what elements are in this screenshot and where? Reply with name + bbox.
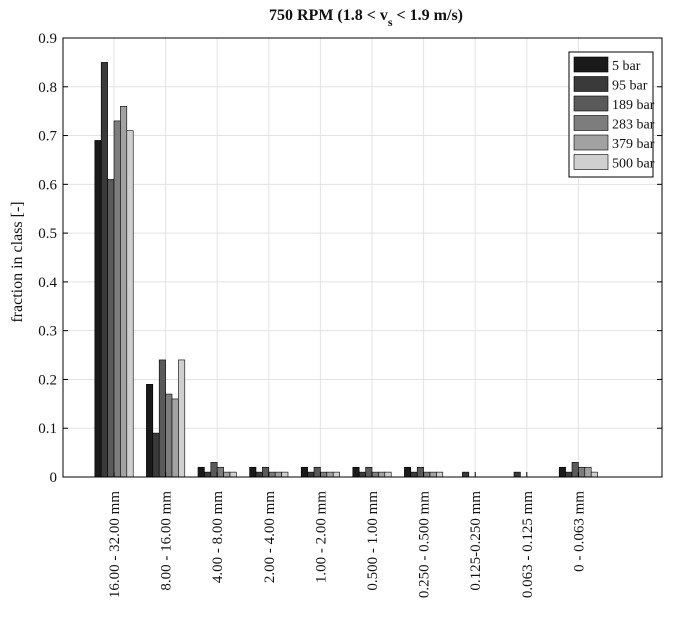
bar xyxy=(584,466,592,478)
y-tick-label: 0.6 xyxy=(38,177,57,193)
x-tick-label: 8.00 - 16.00 mm xyxy=(159,491,175,591)
legend: 5 bar 95 bar 189 bar 283 bar 379 bar 500 bar xyxy=(568,51,655,178)
bar xyxy=(320,471,328,478)
bar xyxy=(416,466,424,478)
bar xyxy=(210,462,218,478)
bar xyxy=(332,471,340,478)
bar xyxy=(178,359,186,478)
bar xyxy=(100,62,108,478)
bar xyxy=(113,120,121,478)
y-tick-label: 0.1 xyxy=(38,421,57,437)
y-tick-label: 0.4 xyxy=(38,275,57,291)
legend-label: 95 bar xyxy=(612,79,648,94)
y-tick-label: 0.5 xyxy=(38,226,57,242)
legend-swatch xyxy=(573,115,609,131)
bar xyxy=(513,471,521,478)
x-tick-label: 0 - 0.063 mm xyxy=(571,491,587,572)
legend-label: 283 bar xyxy=(612,118,655,133)
chart-title-subscript: s xyxy=(388,15,393,29)
x-tick-label: 0.500 - 1.00 mm xyxy=(365,491,381,591)
bar xyxy=(262,466,270,478)
bar xyxy=(384,471,392,478)
x-tick-label: 2.00 - 4.00 mm xyxy=(262,491,278,583)
legend-swatch xyxy=(573,95,609,112)
bar xyxy=(410,471,418,478)
axes-frame xyxy=(62,37,663,478)
bar xyxy=(578,466,586,478)
bar xyxy=(571,462,579,478)
bar xyxy=(94,140,102,478)
y-tick-label: 0.9 xyxy=(38,31,57,47)
bars-group xyxy=(94,62,598,478)
bar xyxy=(565,471,573,478)
plot-frame xyxy=(62,37,663,478)
y-tick-labels: 0 0.1 0.2 0.3 0.4 0.5 0.6 0.7 0.8 0.9 xyxy=(38,31,662,486)
bar xyxy=(249,466,257,478)
legend-label: 379 bar xyxy=(612,137,655,152)
x-tick-labels: 16.00 - 32.00 mm 8.00 - 16.00 mm 4.00 - 8.… xyxy=(107,472,587,598)
bar xyxy=(404,466,412,478)
bar xyxy=(462,471,470,478)
chart-title-tail: < 1.9 m/s) xyxy=(393,7,463,24)
bar xyxy=(158,359,166,478)
bar xyxy=(300,466,308,478)
legend-label: 189 bar xyxy=(612,98,655,113)
bar xyxy=(423,471,431,478)
y-tick-label: 0.2 xyxy=(38,372,57,388)
legend-swatch xyxy=(573,56,609,73)
bar xyxy=(152,432,160,478)
x-tick-label: 0.125-0.250 mm xyxy=(468,491,484,591)
x-tick-label: 4.00 - 8.00 mm xyxy=(210,491,226,583)
bar xyxy=(378,471,386,478)
legend-label: 5 bar xyxy=(612,59,641,74)
bar xyxy=(126,130,134,478)
chart-title: 750 RPM (1.8 < vs < 1.9 m/s) xyxy=(269,7,463,29)
bar xyxy=(223,471,231,478)
bar xyxy=(197,466,205,478)
x-tick-label: 0.250 - 0.500 mm xyxy=(417,491,433,598)
y-tick-label: 0.7 xyxy=(38,129,57,145)
bar xyxy=(171,398,179,478)
bar xyxy=(274,471,282,478)
bar xyxy=(268,471,276,478)
bar xyxy=(107,179,115,478)
bar xyxy=(281,471,289,478)
bar xyxy=(255,471,263,478)
y-tick-label: 0 xyxy=(50,470,58,486)
bar xyxy=(120,105,128,478)
x-tick-label: 0.063 - 0.125 mm xyxy=(520,491,536,598)
bar xyxy=(165,393,173,478)
x-tick-label: 1.00 - 2.00 mm xyxy=(313,491,329,583)
legend-swatch xyxy=(573,154,609,170)
bar xyxy=(429,471,437,478)
bar xyxy=(146,384,154,478)
bar xyxy=(307,471,315,478)
bar xyxy=(204,471,212,478)
bar xyxy=(358,471,366,478)
bar xyxy=(558,466,566,478)
bar xyxy=(326,471,334,478)
bar xyxy=(590,471,598,478)
legend-swatch xyxy=(573,76,609,92)
chart-title-main: 750 RPM (1.8 < v xyxy=(269,7,388,24)
bar xyxy=(365,466,373,478)
bar xyxy=(371,471,379,478)
bar xyxy=(216,466,224,478)
y-axis-label: fraction in class [-] xyxy=(9,201,26,322)
y-tick-label: 0.3 xyxy=(38,324,57,340)
legend-label: 500 bar xyxy=(612,157,655,172)
legend-swatch xyxy=(573,134,609,151)
x-tick-label: 16.00 - 32.00 mm xyxy=(107,491,123,598)
y-tick-label: 0.8 xyxy=(38,80,57,96)
bar xyxy=(229,471,237,478)
bar xyxy=(352,466,360,478)
bar xyxy=(313,466,321,478)
bar xyxy=(436,471,444,478)
